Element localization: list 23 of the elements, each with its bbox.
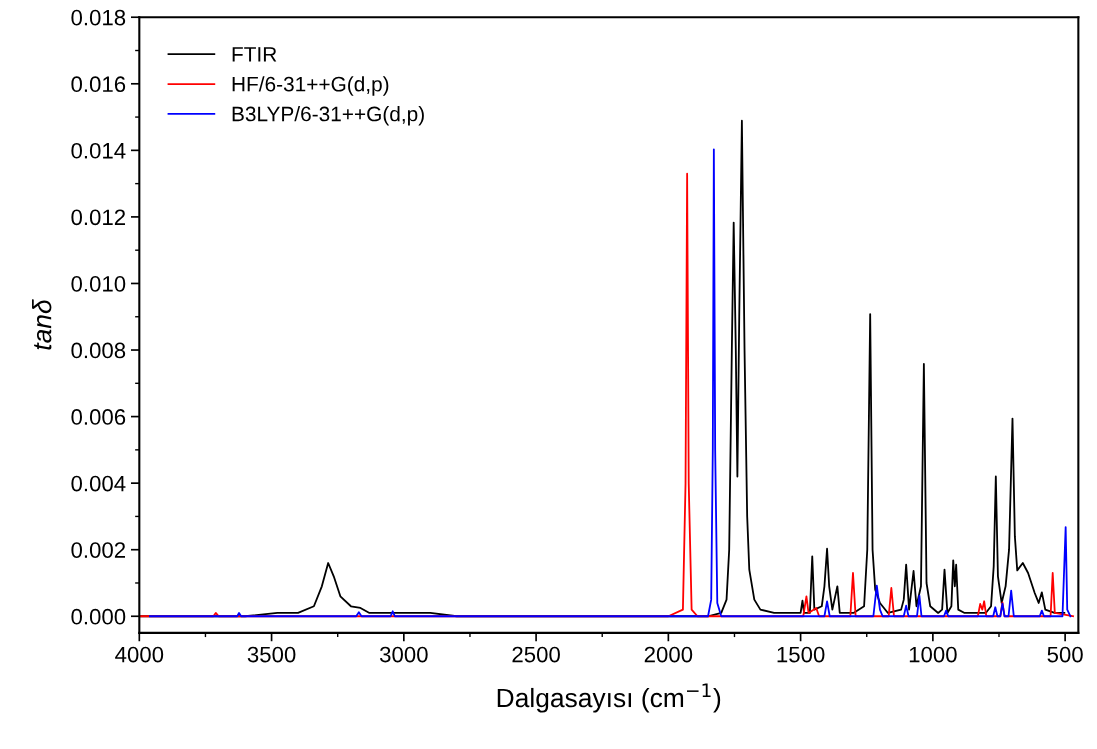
y-tick-label: 0.000 xyxy=(71,608,126,625)
y-tick-label: 0.006 xyxy=(71,409,126,425)
y-tick-label: 0.018 xyxy=(71,9,126,26)
x-tick-label: 1500 xyxy=(777,646,825,663)
y-tick-label: 0.008 xyxy=(71,342,126,359)
y-tick-label: 0.016 xyxy=(71,76,126,93)
y-tick-label: 0.014 xyxy=(71,142,126,159)
y-tick-label: 0.012 xyxy=(71,209,126,226)
x-tick-label: 4000 xyxy=(115,646,164,663)
legend-label: FTIR xyxy=(232,47,277,62)
legend-label: B3LYP/6-31++G(d,p) xyxy=(232,106,424,126)
x-tick-label: 2000 xyxy=(644,646,693,663)
x-tick-label: 500 xyxy=(1047,646,1083,663)
x-tick-label: 3000 xyxy=(379,646,428,663)
y-axis-title: tanδ xyxy=(32,299,52,350)
x-axis-title: Dalgasayısı (cm$^{−1}$) xyxy=(497,683,721,713)
x-tick-label: 3500 xyxy=(247,646,296,663)
legend-label: HF/6-31++G(d,p) xyxy=(232,76,389,96)
y-tick-label: 0.002 xyxy=(71,542,126,558)
y-tick-label: 0.010 xyxy=(71,276,126,292)
x-tick-label: 1000 xyxy=(909,646,957,663)
y-tick-label: 0.004 xyxy=(71,475,126,492)
x-tick-label: 2500 xyxy=(512,646,560,663)
